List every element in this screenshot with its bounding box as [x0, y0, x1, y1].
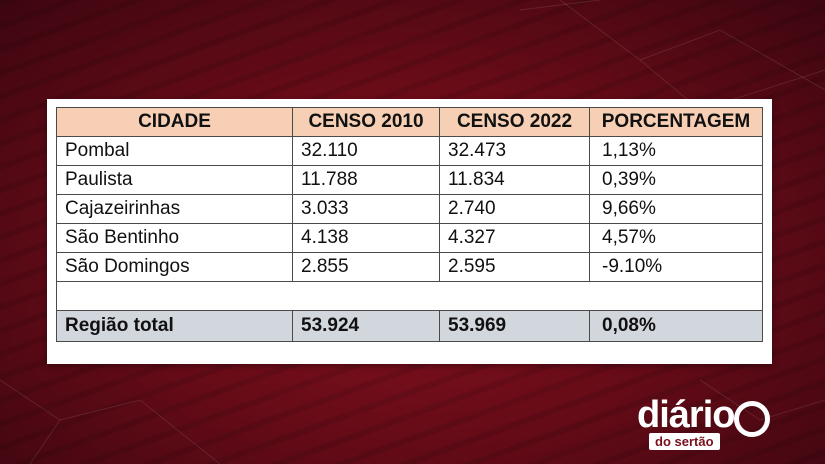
table-row: Paulista 11.788 11.834 0,39%	[56, 165, 763, 195]
census-2010-cell: 4.138	[292, 223, 440, 253]
census-2010-cell: 3.033	[292, 194, 440, 224]
city-cell: Paulista	[56, 165, 293, 195]
total-label-cell: Região total	[56, 310, 293, 342]
census-2022-cell: 2.740	[439, 194, 590, 224]
header-porcentagem: PORCENTAGEM	[589, 107, 763, 137]
total-2022-cell: 53.969	[439, 310, 590, 342]
census-2010-cell: 2.855	[292, 252, 440, 282]
city-cell: Pombal	[56, 136, 293, 166]
census-table-sheet: CIDADE CENSO 2010 CENSO 2022 PORCENTAGEM…	[47, 99, 772, 364]
city-cell: Cajazeirinhas	[56, 194, 293, 224]
table-row: Pombal 32.110 32.473 1,13%	[56, 136, 763, 166]
total-2010-cell: 53.924	[292, 310, 440, 342]
table-row: Cajazeirinhas 3.033 2.740 9,66%	[56, 194, 763, 224]
header-cidade: CIDADE	[56, 107, 293, 137]
percentage-cell: 4,57%	[589, 223, 763, 253]
total-percentage-cell: 0,08%	[589, 310, 763, 342]
census-2022-cell: 11.834	[439, 165, 590, 195]
table-row: São Bentinho 4.138 4.327 4,57%	[56, 223, 763, 253]
diario-do-sertao-logo: diário do sertão	[637, 395, 777, 453]
percentage-cell: -9.10%	[589, 252, 763, 282]
percentage-cell: 1,13%	[589, 136, 763, 166]
total-row: Região total 53.924 53.969 0,08%	[56, 310, 763, 342]
logo-ring-icon	[734, 401, 770, 437]
header-censo-2022: CENSO 2022	[439, 107, 590, 137]
census-2010-cell: 11.788	[292, 165, 440, 195]
census-2022-cell: 2.595	[439, 252, 590, 282]
header-censo-2010: CENSO 2010	[292, 107, 440, 137]
table-header-row: CIDADE CENSO 2010 CENSO 2022 PORCENTAGEM	[56, 107, 763, 137]
census-table: CIDADE CENSO 2010 CENSO 2022 PORCENTAGEM…	[56, 107, 763, 342]
percentage-cell: 0,39%	[589, 165, 763, 195]
city-cell: São Domingos	[56, 252, 293, 282]
census-2022-cell: 4.327	[439, 223, 590, 253]
table-row: São Domingos 2.855 2.595 -9.10%	[56, 252, 763, 282]
census-2010-cell: 32.110	[292, 136, 440, 166]
empty-cell	[56, 281, 763, 311]
city-cell: São Bentinho	[56, 223, 293, 253]
logo-subtitle: do sertão	[649, 433, 720, 450]
empty-spacer-row	[56, 281, 763, 311]
census-2022-cell: 32.473	[439, 136, 590, 166]
logo-word: diário	[637, 394, 735, 436]
percentage-cell: 9,66%	[589, 194, 763, 224]
